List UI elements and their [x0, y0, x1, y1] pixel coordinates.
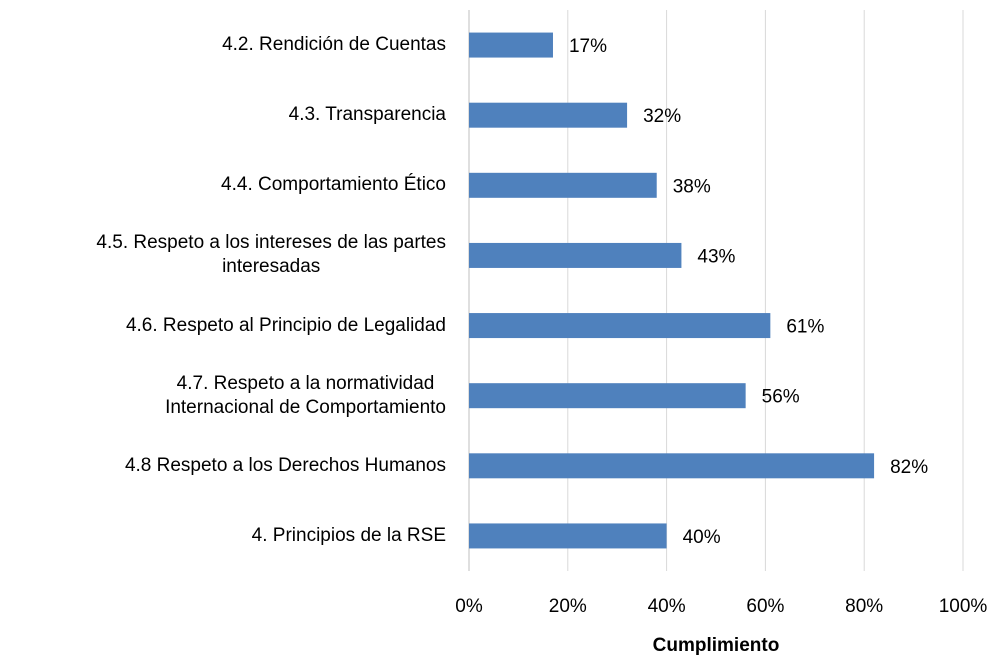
y-tick-label: 4.5. Respeto a los intereses de las part…	[96, 232, 446, 278]
data-label: 40%	[683, 527, 721, 548]
x-tick-label: 40%	[648, 596, 686, 617]
bar	[469, 313, 771, 339]
data-label: 38%	[673, 176, 711, 197]
bar	[469, 102, 628, 128]
y-tick-label: 4. Principios de la RSE	[251, 524, 446, 546]
x-tick-label: 60%	[746, 596, 784, 617]
y-tick-label: 4.4. Comportamiento Ético	[221, 174, 446, 196]
y-tick-label: 4.6. Respeto al Principio de Legalidad	[125, 314, 446, 336]
y-tick-label: 4.8 Respeto a los Derechos Humanos	[124, 454, 446, 476]
data-label: 56%	[762, 387, 800, 408]
x-tick-label: 100%	[939, 596, 988, 617]
y-tick-label: 4.3. Transparencia	[288, 104, 446, 126]
x-tick-label: 80%	[845, 596, 883, 617]
x-tick-label: 0%	[455, 596, 483, 617]
y-tick-label: 4.2. Rendición de Cuentas	[222, 34, 446, 56]
bar	[469, 242, 682, 268]
x-tick-label: 20%	[549, 596, 587, 617]
data-label: 82%	[890, 457, 928, 478]
y-tick-label: 4.7. Respeto a la normatividad Internaci…	[165, 372, 446, 418]
data-label: 61%	[786, 317, 824, 338]
bar	[469, 453, 875, 479]
data-label: 32%	[643, 106, 681, 127]
x-axis-title: Cumplimiento	[653, 635, 780, 656]
data-label: 43%	[697, 246, 735, 267]
bar	[469, 172, 657, 198]
bar	[469, 32, 553, 58]
bar	[469, 383, 746, 409]
bar	[469, 523, 667, 549]
data-label: 17%	[569, 36, 607, 57]
